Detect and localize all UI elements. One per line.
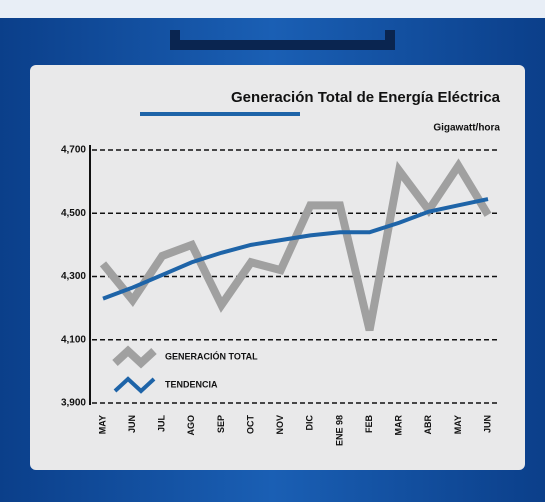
x-tick-label: JUN: [127, 415, 137, 433]
legend-label: TENDENCIA: [165, 379, 218, 389]
y-tick-label: 4,700: [61, 145, 86, 156]
x-tick-label: MAY: [453, 415, 463, 434]
chart-subtitle: Gigawatt/hora: [433, 123, 500, 134]
y-tick-label: 3,900: [61, 398, 86, 409]
x-tick-label: SEP: [216, 415, 226, 433]
x-tick-label: OCT: [245, 415, 255, 435]
x-tick-label: JUL: [157, 415, 167, 433]
x-tick-label: ENE 98: [334, 415, 344, 446]
legend-swatch: [113, 376, 156, 394]
x-tick-label: FEB: [364, 414, 374, 433]
x-tick-label: MAY: [97, 415, 107, 434]
x-tick-label: DIC: [305, 415, 315, 431]
x-tick-label: ABR: [423, 415, 433, 435]
series-line: [102, 197, 489, 301]
y-tick-label: 4,300: [61, 271, 86, 282]
legend-label: GENERACIÓN TOTAL: [165, 350, 258, 361]
decoration: [170, 30, 395, 50]
x-tick-label: JUN: [482, 415, 492, 433]
x-tick-label: AGO: [186, 415, 196, 436]
y-tick-label: 4,100: [61, 334, 86, 345]
x-tick-label: MAR: [394, 415, 404, 436]
legend-swatch: [112, 345, 157, 369]
title-underline: [140, 112, 300, 116]
x-tick-label: NOV: [275, 415, 285, 435]
y-tick-label: 4,500: [61, 208, 86, 219]
chart-title: Generación Total de Energía Eléctrica: [231, 89, 501, 106]
top-band: [0, 0, 545, 18]
